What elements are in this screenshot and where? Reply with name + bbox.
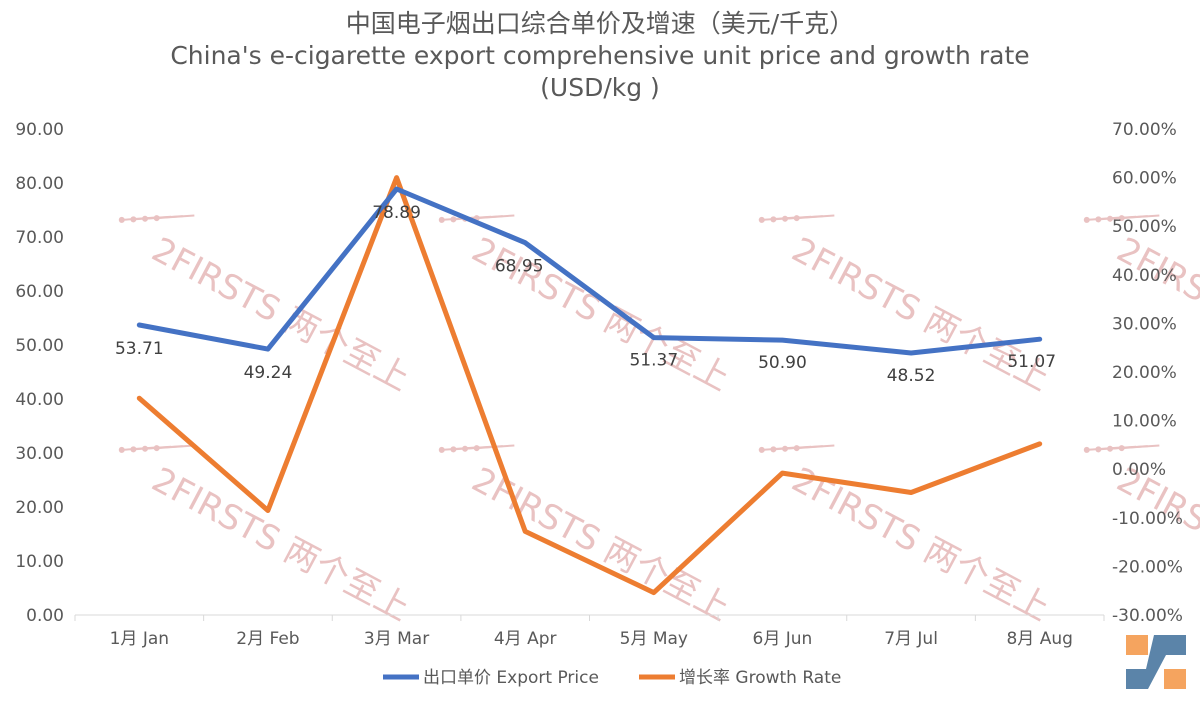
right-tick-label: 40.00% (1112, 266, 1177, 286)
watermark-dot (142, 215, 149, 222)
data-label: 53.71 (115, 339, 164, 359)
left-tick-label: 0.00 (26, 606, 64, 626)
right-tick-label: 0.00% (1112, 460, 1166, 480)
watermark: 2FIRSTS 两个至上 (118, 444, 416, 629)
data-label: 68.95 (495, 257, 544, 277)
x-tick-label: 6月 Jun (753, 629, 813, 649)
chart-title: 中国电子烟出口综合单价及增速（美元/千克） (345, 9, 855, 38)
series-lines (136, 175, 1043, 596)
left-tick-label: 70.00 (15, 228, 64, 248)
legend-label-export-price: 出口单价 Export Price (423, 668, 599, 688)
watermark-dot (782, 445, 789, 452)
watermark-ray (156, 444, 195, 450)
x-tick-label: 2月 Feb (236, 629, 299, 649)
watermark-ray (476, 214, 515, 220)
chart-title-block: 中国电子烟出口综合单价及增速（美元/千克） China's e-cigarett… (0, 8, 1200, 104)
x-tick-label: 1月 Jan (110, 629, 169, 649)
watermark: 2FIRSTS 两个至上 (758, 444, 1056, 629)
x-tick-label: 7月 Jul (884, 629, 938, 649)
data-label: 78.89 (372, 203, 421, 223)
chart-subtitle-unit: (USD/kg ) (540, 73, 660, 102)
watermark-text: 2FIRSTS 两个至上 (785, 460, 1056, 629)
legend-label-growth-rate: 增长率 Growth Rate (679, 668, 841, 688)
right-tick-label: -30.00% (1112, 606, 1183, 626)
watermark-dot (793, 215, 800, 222)
left-tick-label: 10.00 (15, 552, 64, 572)
left-tick-label: 80.00 (15, 174, 64, 194)
right-tick-label: 60.00% (1112, 169, 1177, 189)
x-tick-label: 5月 May (620, 629, 688, 649)
watermark-text: 2FIRSTS 两个至上 (145, 460, 416, 629)
watermark: 2FIRSTS 两个至上 (438, 214, 736, 399)
watermark-dot (473, 445, 480, 452)
watermark-ray (796, 444, 835, 450)
watermarks: 2FIRSTS 两个至上 2FIRSTS 两个至上 2FIRSTS 两个至上 2FIR… (118, 214, 1200, 629)
data-label: 49.24 (244, 363, 293, 383)
data-labels: 53.71 49.24 78.89 68.95 51.37 50.90 48.52 51.07 (115, 203, 1056, 386)
watermark-dot (1107, 445, 1114, 452)
watermark-dot (1095, 216, 1102, 223)
watermark-text: 2FIRSTS 两个至上 (1110, 460, 1200, 629)
watermark-ray (1121, 444, 1160, 450)
data-label: 51.07 (1007, 352, 1056, 372)
watermark-dot (1107, 215, 1114, 222)
right-tick-label: 50.00% (1112, 217, 1177, 237)
right-tick-label: -20.00% (1112, 557, 1183, 577)
watermark: 2FIRSTS 两个至上 (438, 444, 736, 629)
watermark-dot (782, 215, 789, 222)
chart-subtitle: China's e-cigarette export comprehensive… (170, 41, 1030, 70)
series-line-export-price (136, 186, 1043, 356)
right-tick-label: -10.00% (1112, 509, 1183, 529)
right-tick-label: 30.00% (1112, 314, 1177, 334)
watermark-dot (118, 446, 125, 453)
left-tick-label: 40.00 (15, 390, 64, 410)
logo-icon (1126, 635, 1186, 689)
legend: 出口单价 Export Price 增长率 Growth Rate (383, 668, 841, 688)
left-tick-label: 60.00 (15, 282, 64, 302)
right-axis-ticks: -30.00% -20.00% -10.00% 0.00% 10.00% 20.00% 30… (1112, 120, 1183, 626)
left-tick-label: 30.00 (15, 444, 64, 464)
left-tick-label: 90.00 (15, 120, 64, 140)
watermark-dot (1095, 446, 1102, 453)
x-tick-label: 4月 Apr (494, 629, 557, 649)
data-label: 51.37 (629, 351, 678, 371)
left-tick-label: 20.00 (15, 498, 64, 518)
watermark-text: 2FIRSTS 两个至上 (465, 230, 736, 399)
watermark-ray (1121, 214, 1160, 220)
watermark-ray (156, 214, 195, 220)
right-tick-label: 10.00% (1112, 412, 1177, 432)
watermark-dot (118, 216, 125, 223)
watermark-dot (462, 445, 469, 452)
watermark-ray (796, 214, 835, 220)
x-axis-ticks: 1月 Jan 2月 Feb 3月 Mar 4月 Apr 5月 May 6月 Jun 7月 J… (74, 615, 1105, 649)
data-label: 48.52 (887, 366, 936, 386)
data-label: 50.90 (758, 353, 807, 373)
watermark-dot (793, 445, 800, 452)
left-axis-ticks: 0.00 10.00 20.00 30.00 40.00 50.00 60.00 70.00 8… (15, 120, 64, 626)
left-tick-label: 50.00 (15, 336, 64, 356)
right-tick-label: 70.00% (1112, 120, 1177, 140)
watermark-dot (142, 445, 149, 452)
x-tick-label: 8月 Aug (1006, 629, 1072, 649)
series-line-growth-rate (136, 175, 1043, 596)
right-tick-label: 20.00% (1112, 363, 1177, 383)
x-tick-label: 3月 Mar (364, 629, 429, 649)
